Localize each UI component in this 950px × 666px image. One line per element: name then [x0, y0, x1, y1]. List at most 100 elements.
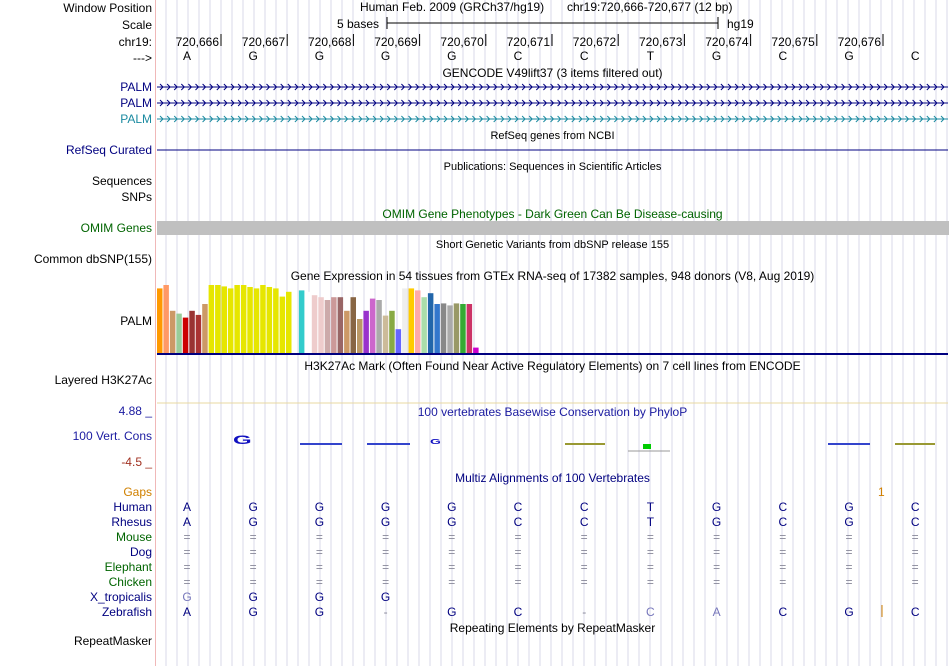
label-cons[interactable]: 100 Vert. Cons: [72, 429, 152, 443]
gtex-bar: [331, 297, 337, 353]
alignment-base: =: [779, 575, 787, 589]
alignment-base: =: [249, 530, 257, 544]
label-snps[interactable]: SNPs: [121, 190, 152, 204]
label-gaps[interactable]: Gaps: [123, 485, 152, 499]
alignment-base: C: [579, 500, 589, 514]
label-chrom: chr19:: [118, 35, 152, 49]
ruler-label: 720,667: [241, 35, 286, 49]
gtex-bar: [408, 288, 415, 353]
gtex-bar: [169, 310, 176, 353]
gene-strand-chevrons: [159, 115, 945, 123]
alignment-base: C: [513, 605, 523, 619]
gtex-bar: [324, 300, 331, 353]
gtex-bar: [195, 314, 202, 353]
alignment-base: C: [910, 605, 920, 619]
label-omim[interactable]: OMIM Genes: [80, 221, 152, 235]
label-gtex[interactable]: PALM: [120, 314, 152, 328]
alignment-base: =: [911, 560, 919, 574]
base-letter: C: [579, 49, 589, 63]
label-species-zebrafish[interactable]: Zebrafish: [101, 605, 152, 619]
gtex-bar: [163, 285, 169, 353]
alignment-base: =: [646, 560, 654, 574]
label-sequences[interactable]: Sequences: [91, 174, 152, 188]
label-species-chicken[interactable]: Chicken: [108, 575, 152, 589]
label-palm-2[interactable]: PALM: [120, 96, 152, 110]
gencode-title[interactable]: GENCODE V49lift37 (3 items filtered out): [442, 66, 663, 80]
alignment-base: G: [248, 515, 258, 529]
ruler-label: 720,671: [506, 35, 550, 49]
alignment-base: =: [315, 560, 323, 574]
alignment-base: =: [845, 560, 853, 574]
alignment-base: G: [844, 500, 854, 514]
alignment-base: G: [380, 500, 391, 514]
alignment-base: C: [778, 605, 788, 619]
label-species-x_tropicalis[interactable]: X_tropicalis: [89, 590, 152, 604]
label-repeatmasker[interactable]: RepeatMasker: [73, 634, 152, 648]
gtex-bar: [440, 303, 447, 353]
alignment-base: G: [447, 500, 457, 514]
alignment-base: =: [249, 575, 257, 589]
alignment-base: =: [911, 530, 919, 544]
scale-db-text: hg19: [727, 17, 754, 31]
gtex-bar: [273, 288, 279, 353]
label-palm-1[interactable]: PALM: [120, 80, 152, 94]
base-letter: C: [910, 49, 920, 63]
omim-title[interactable]: OMIM Gene Phenotypes - Dark Green Can Be…: [382, 207, 723, 221]
alignment-base: =: [448, 545, 456, 559]
label-species-elephant[interactable]: Elephant: [104, 560, 152, 574]
h3k27ac-title[interactable]: H3K27Ac Mark (Often Found Near Active Re…: [304, 359, 801, 373]
gene-strand-chevrons: [159, 99, 945, 107]
track-area: [155, 0, 948, 666]
label-refseq[interactable]: RefSeq Curated: [65, 143, 152, 157]
gaps-value: 1: [878, 485, 885, 499]
alignment-base: G: [248, 605, 258, 619]
alignment-base: =: [514, 545, 522, 559]
alignment-base: =: [514, 530, 522, 544]
label-species-dog[interactable]: Dog: [129, 545, 152, 559]
alignment-base: =: [249, 560, 257, 574]
phylop-title[interactable]: 100 vertebrates Basewise Conservation by…: [417, 405, 688, 419]
alignment-base: A: [182, 605, 192, 619]
gtex-title[interactable]: Gene Expression in 54 tissues from GTEx …: [290, 269, 815, 283]
label-palm-3[interactable]: PALM: [120, 112, 152, 126]
gtex-bar: [376, 300, 382, 353]
ruler-label: 720,672: [572, 35, 617, 49]
base-letter: C: [778, 49, 788, 63]
alignment-base: -: [582, 605, 587, 619]
alignment-base: =: [845, 530, 853, 544]
alignment-base: T: [646, 500, 655, 514]
gtex-bar: [298, 290, 305, 353]
label-h3k27ac[interactable]: Layered H3K27Ac: [54, 373, 152, 387]
alignment-base: =: [779, 545, 787, 559]
label-dbsnp[interactable]: Common dbSNP(155): [33, 252, 152, 266]
gtex-bar: [215, 285, 221, 353]
gtex-bar: [157, 288, 163, 353]
ruler-label: 720,668: [308, 35, 352, 49]
alignment-base: =: [382, 575, 390, 589]
alignment-base: =: [448, 575, 456, 589]
label-species-human[interactable]: Human: [113, 500, 152, 514]
gene-strand-chevrons: [159, 83, 945, 91]
gtex-bar: [221, 286, 227, 353]
base-letter: C: [513, 49, 523, 63]
label-species-rhesus[interactable]: Rhesus: [111, 515, 152, 529]
alignment-base: =: [713, 530, 721, 544]
alignment-base: =: [580, 530, 588, 544]
alignment-base: =: [646, 530, 654, 544]
gtex-bar: [453, 303, 460, 353]
label-cons-max: 4.88 _: [118, 404, 152, 418]
alignment-base: =: [845, 545, 853, 559]
gtex-bar: [247, 287, 253, 353]
dbsnp-title[interactable]: Short Genetic Variants from dbSNP releas…: [435, 239, 670, 251]
base-letter: G: [711, 49, 722, 63]
multiz-title[interactable]: Multiz Alignments of 100 Vertebrates: [455, 471, 650, 485]
gtex-bar: [460, 304, 466, 353]
alignment-base: =: [514, 575, 522, 589]
label-species-mouse[interactable]: Mouse: [115, 530, 152, 544]
pubs-title[interactable]: Publications: Sequences in Scientific Ar…: [443, 161, 662, 173]
label-window-position: Window Position: [63, 1, 152, 15]
alignment-base: C: [910, 500, 920, 514]
repeatmasker-title[interactable]: Repeating Elements by RepeatMasker: [449, 621, 656, 635]
refseq-title[interactable]: RefSeq genes from NCBI: [490, 130, 615, 142]
label-scale: Scale: [121, 18, 152, 32]
